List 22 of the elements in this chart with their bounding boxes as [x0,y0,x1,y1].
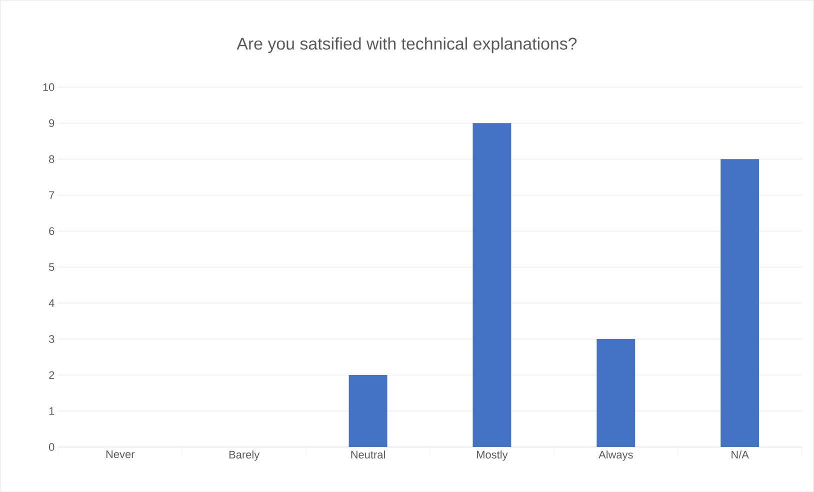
x-tick-label: Neutral [351,450,385,458]
bar [348,374,388,447]
y-tick-label: 10 [43,83,54,91]
y-tick-label: 6 [49,227,54,235]
y-tick-label: 7 [49,191,54,199]
x-tick-label: Always [598,450,633,461]
chart-title: Are you satsified with technical explanations? [236,37,577,53]
y-tick-label: 8 [49,155,54,163]
bar [472,123,512,447]
bar [596,338,636,447]
y-tick-label: 2 [49,371,54,379]
bar [720,159,760,447]
y-tick-label: 3 [48,335,54,343]
y-tick-label: 0 [48,443,54,451]
x-tick-label: Barely [229,450,260,461]
y-tick-label: 5 [49,263,54,271]
x-tick-label: Mostly [477,450,508,461]
x-tick-label: Never [106,450,135,458]
y-tick-label: 4 [48,299,54,307]
y-tick-label: 1 [49,407,54,415]
y-tick-label: 9 [49,119,54,127]
x-tick-label: N/A [732,450,749,458]
